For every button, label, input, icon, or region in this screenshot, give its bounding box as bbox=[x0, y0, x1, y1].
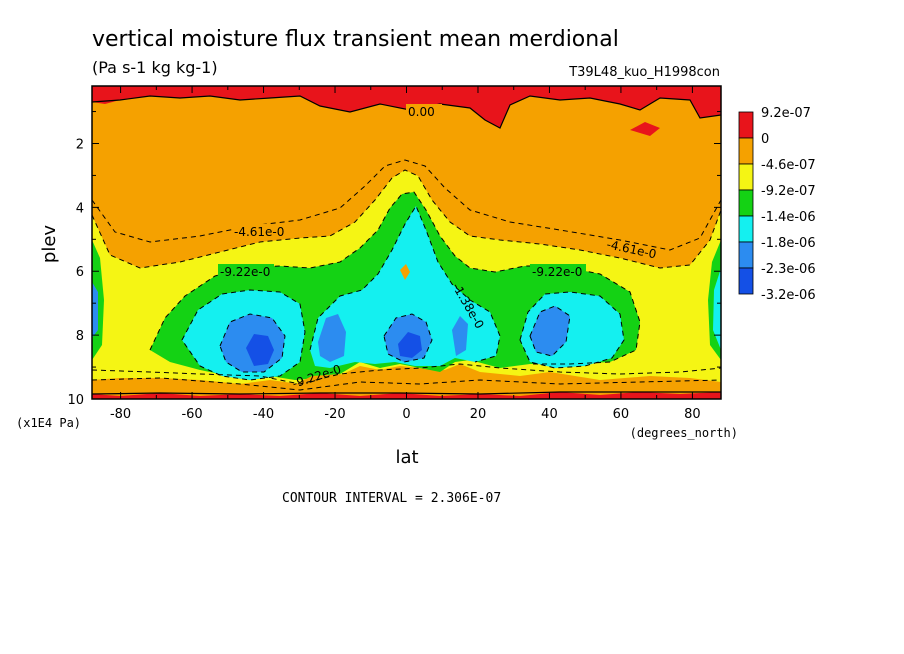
colorbar: 9.2e-07 0 -4.6e-07 -9.2e-07 -1.4e-06 -1.8e-06… bbox=[738, 106, 816, 303]
x-tick-label: -60 bbox=[181, 407, 202, 422]
axis-ticks bbox=[92, 86, 721, 400]
chart-title: vertical moisture flux transient mean me… bbox=[92, 27, 619, 52]
contour-label: -9.22e-0 bbox=[220, 265, 270, 279]
colorbar-swatch bbox=[738, 189, 754, 217]
field-cyan-central bbox=[310, 206, 500, 368]
field-cyan-right-edge bbox=[713, 268, 721, 350]
y-axis-label: plev bbox=[39, 225, 60, 264]
contour-interval: CONTOUR INTERVAL = 2.306E-07 bbox=[282, 491, 501, 506]
y-tick-label: 8 bbox=[76, 329, 84, 344]
y-tick-label: 4 bbox=[76, 201, 84, 216]
field-orange-bottom-tongue bbox=[292, 374, 355, 392]
colorbar-label: -4.6e-07 bbox=[761, 158, 816, 173]
y-tick-label: 6 bbox=[76, 265, 84, 280]
x-tick-label: 40 bbox=[541, 407, 558, 422]
field-darkblue-central bbox=[398, 332, 422, 358]
field-blue-central-a bbox=[318, 314, 346, 362]
field-blue-left-edge bbox=[92, 282, 98, 338]
colorbar-swatch bbox=[738, 137, 754, 165]
x-tick-label: -40 bbox=[253, 407, 274, 422]
colorbar-swatch bbox=[738, 241, 754, 269]
colorbar-swatch bbox=[738, 163, 754, 191]
colorbar-swatch bbox=[738, 267, 754, 295]
colorbar-label: -2.3e-06 bbox=[761, 262, 816, 277]
contour-field: 0.00 -4.61e-0 -4.61e-0 -9.22e-0 -9.22e-0… bbox=[92, 86, 721, 399]
colorbar-swatch bbox=[738, 215, 754, 243]
x-tick-label: 60 bbox=[613, 407, 630, 422]
colorbar-label: -3.2e-06 bbox=[761, 288, 816, 303]
colorbar-label: -9.2e-07 bbox=[761, 184, 816, 199]
x-tick-label: -20 bbox=[324, 407, 345, 422]
colorbar-label: 9.2e-07 bbox=[761, 106, 811, 121]
colorbar-label: -1.4e-06 bbox=[761, 210, 816, 225]
field-red-spot bbox=[630, 122, 660, 136]
colorbar-label: -1.8e-06 bbox=[761, 236, 816, 251]
x-tick-label: 80 bbox=[684, 407, 701, 422]
run-label: T39L48_kuo_H1998con bbox=[568, 65, 720, 80]
field-equator-spot bbox=[400, 264, 410, 280]
x-tick-labels: -80 -60 -40 -20 0 20 40 60 80 bbox=[110, 407, 701, 422]
y-tick-label: 2 bbox=[76, 137, 84, 152]
x-units-label: (degrees_north) bbox=[630, 426, 738, 440]
x-tick-label: -80 bbox=[110, 407, 131, 422]
contour-lines-solid bbox=[92, 95, 721, 395]
contour-label: -9.22e-0 bbox=[532, 265, 582, 279]
colorbar-swatch bbox=[738, 111, 754, 139]
colorbar-label: 0 bbox=[761, 132, 769, 147]
x-tick-label: 20 bbox=[470, 407, 487, 422]
contour-label: 0.00 bbox=[408, 105, 435, 119]
field-blue-east bbox=[530, 306, 570, 356]
field-darkblue-west bbox=[246, 334, 274, 366]
x-axis-label: lat bbox=[395, 447, 418, 468]
contour-lines-dashed bbox=[92, 159, 721, 391]
y-tick-labels: 2 4 6 8 10 bbox=[67, 137, 84, 408]
contour-label: -4.61e-0 bbox=[234, 225, 284, 239]
field-blue-central-c bbox=[452, 316, 468, 356]
chart-units: (Pa s-1 kg kg-1) bbox=[92, 58, 218, 77]
x-tick-label: 0 bbox=[402, 407, 410, 422]
y-tick-label: 10 bbox=[67, 393, 84, 408]
y-units-label: (x1E4 Pa) bbox=[16, 416, 81, 430]
